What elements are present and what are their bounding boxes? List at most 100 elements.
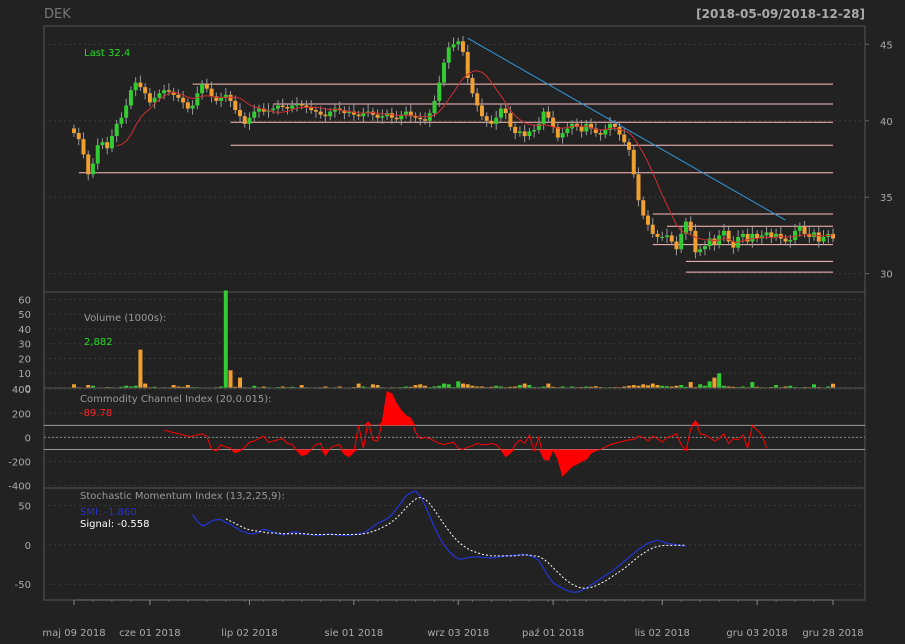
candle-body	[698, 249, 703, 253]
cci-tick-label: -200	[8, 457, 31, 468]
candle-body	[783, 238, 788, 242]
volume-bar	[527, 385, 532, 388]
candle-body	[285, 107, 290, 109]
candle-body	[551, 117, 556, 127]
x-tick-label: paź 01 2018	[522, 627, 584, 639]
volume-bar	[238, 377, 243, 388]
candle-body	[299, 103, 304, 106]
volume-bar	[280, 386, 285, 388]
smi-label: SMI: -1.860	[80, 507, 137, 518]
candle-body	[394, 117, 399, 120]
candle-body	[603, 129, 608, 135]
price-tick-label: 35	[880, 193, 893, 204]
candle-body	[793, 230, 798, 241]
candle-body	[821, 236, 826, 242]
price-y-axis: 30 35 40 45	[865, 40, 893, 281]
cci-value: -89.78	[80, 408, 112, 419]
price-panel: 30 35 40 45 Last 32.4	[43, 25, 893, 293]
volume-value: 2,882	[84, 337, 113, 348]
candle-body	[584, 123, 589, 132]
chart-symbol: DEK	[44, 7, 71, 22]
candle-body	[598, 133, 603, 135]
candle-body	[679, 233, 684, 250]
volume-bar	[774, 385, 779, 388]
volume-bar	[674, 385, 679, 388]
candle-body	[109, 136, 114, 149]
chart-date-range: [2018-05-09/2018-12-28]	[696, 7, 865, 21]
smi-grid	[44, 504, 865, 585]
candle-body	[721, 230, 726, 236]
candle-body	[351, 111, 356, 115]
candle-body	[479, 105, 484, 117]
candle-body	[304, 105, 309, 108]
candle-body	[209, 88, 214, 97]
candle-body	[645, 215, 650, 225]
volume-bar	[494, 385, 499, 388]
volume-bar	[86, 385, 91, 388]
candle-body	[442, 62, 447, 83]
candle-body	[271, 108, 276, 111]
volume-bar	[124, 385, 129, 388]
candle-body	[143, 87, 148, 94]
volume-bar	[442, 383, 447, 388]
candle-body	[745, 233, 750, 242]
candle-body	[774, 233, 779, 237]
candle-body	[347, 111, 352, 114]
volume-bar	[546, 383, 551, 388]
volume-bar	[470, 385, 475, 388]
cci-title: Commodity Channel Index (20,0.015):	[80, 394, 272, 405]
volume-bar	[446, 384, 451, 388]
candle-body	[517, 131, 522, 134]
volume-bar	[740, 386, 745, 388]
candle-body	[508, 113, 513, 127]
volume-bar	[641, 384, 646, 388]
volume-bar	[119, 386, 124, 388]
volume-bar	[522, 383, 527, 388]
candle-body	[560, 133, 565, 138]
candle-body	[408, 111, 413, 117]
candle-body	[489, 120, 494, 124]
volume-tick-label: 10	[18, 369, 31, 380]
volume-bar	[475, 386, 480, 388]
candle-body	[114, 123, 119, 137]
signal-label: Signal: -0.558	[80, 519, 150, 530]
smi-line	[192, 490, 687, 593]
candle-body	[370, 111, 375, 115]
volume-bar	[831, 383, 835, 388]
candle-body	[446, 47, 451, 63]
candle-body	[380, 116, 385, 118]
volume-bar	[593, 386, 598, 388]
candle-body	[484, 116, 489, 121]
candle-body	[81, 139, 86, 155]
x-tick-label: cze 01 2018	[119, 628, 180, 639]
candle-body	[536, 123, 541, 130]
volume-bar	[337, 386, 342, 388]
candle-body	[72, 128, 76, 134]
moving-average-line	[116, 70, 834, 243]
candle-body	[152, 97, 157, 103]
cci-y-axis: -400 -200 0 200 400	[8, 385, 31, 492]
candle-body	[612, 123, 617, 127]
candle-body	[764, 232, 769, 236]
volume-bar	[755, 386, 760, 388]
smi-y-axis: -50 0 50	[15, 501, 31, 591]
volume-tick-label: 50	[18, 310, 31, 321]
volume-bar	[228, 370, 233, 388]
volume-bar	[707, 381, 712, 388]
candle-body	[204, 84, 209, 89]
candle-body	[655, 233, 660, 237]
volume-bar	[408, 386, 413, 388]
x-tick-label: lis 02 2018	[635, 628, 690, 639]
candle-body	[219, 97, 224, 101]
candle-body	[451, 44, 456, 48]
candle-body	[527, 131, 532, 137]
candle-body	[641, 200, 646, 216]
volume-bar	[465, 384, 470, 388]
volume-bar	[631, 385, 636, 388]
candle-body	[418, 117, 423, 120]
candle-body	[95, 145, 100, 164]
candle-body	[437, 82, 442, 101]
candle-body	[124, 105, 129, 118]
candle-body	[617, 126, 622, 135]
volume-bar	[702, 385, 707, 388]
